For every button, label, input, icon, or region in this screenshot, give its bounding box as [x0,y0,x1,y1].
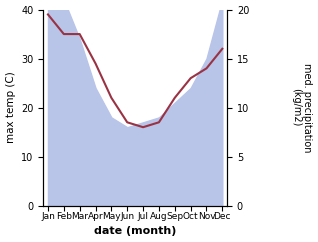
Y-axis label: med. precipitation
(kg/m2): med. precipitation (kg/m2) [291,63,313,152]
X-axis label: date (month): date (month) [94,227,176,236]
Y-axis label: max temp (C): max temp (C) [5,72,16,144]
